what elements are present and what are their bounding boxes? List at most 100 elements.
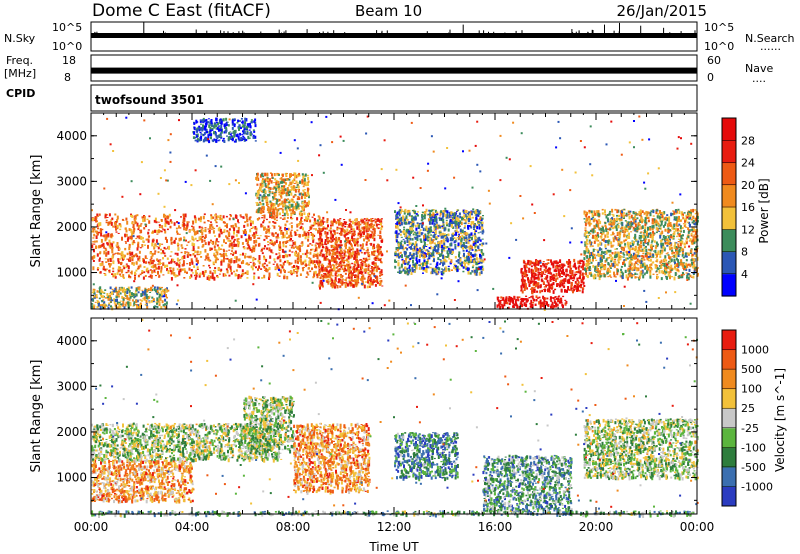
range-cell	[186, 223, 189, 227]
range-cell	[92, 298, 95, 302]
range-cell	[295, 174, 298, 179]
range-cell	[213, 252, 216, 255]
range-cell	[164, 254, 167, 257]
range-cell	[573, 264, 576, 267]
cpid-frame	[90, 84, 698, 112]
range-cell	[116, 242, 119, 245]
range-cell	[243, 224, 246, 228]
range-cell	[131, 222, 134, 224]
range-cell	[163, 306, 166, 308]
range-cell	[428, 209, 431, 212]
range-cell	[435, 221, 438, 224]
range-cell	[377, 244, 380, 248]
range-cell	[97, 215, 100, 217]
range-cell	[376, 280, 378, 283]
range-cell	[107, 297, 110, 301]
range-cell	[524, 268, 527, 273]
range-cell	[277, 236, 280, 239]
range-cell	[274, 186, 277, 188]
radar-title: Dome C East (fitACF)	[92, 1, 271, 21]
range-cell	[344, 225, 347, 228]
range-cell	[529, 263, 532, 266]
range-cell	[148, 235, 151, 237]
range-cell	[372, 219, 375, 222]
range-cell	[336, 269, 339, 272]
range-cell	[306, 174, 309, 177]
range-cell	[272, 233, 275, 237]
range-cell	[293, 230, 296, 234]
range-cell	[482, 268, 485, 271]
range-cell	[237, 263, 240, 268]
range-cell	[347, 249, 349, 253]
range-cell	[263, 194, 266, 196]
range-cell	[191, 272, 194, 274]
range-cell	[562, 263, 565, 267]
range-cell	[571, 287, 574, 289]
range-cell	[273, 203, 276, 207]
range-cell	[198, 237, 201, 241]
range-cell	[434, 209, 437, 213]
range-cell	[440, 253, 443, 257]
range-cell	[192, 248, 195, 252]
range-cell	[331, 235, 334, 238]
range-cell	[156, 293, 159, 296]
range-cell	[467, 224, 469, 229]
range-cell	[506, 302, 509, 305]
range-cell	[476, 269, 478, 273]
range-cell	[420, 248, 423, 251]
range-cell	[343, 269, 346, 271]
range-cell	[135, 261, 138, 264]
range-cell	[447, 233, 450, 236]
range-cell	[102, 291, 105, 293]
range-cell	[153, 243, 156, 248]
range-cell	[108, 269, 111, 272]
range-cell	[473, 228, 475, 230]
range-cell	[107, 306, 110, 310]
range-cell	[356, 255, 358, 259]
range-cell	[112, 260, 115, 265]
range-cell	[399, 233, 402, 236]
range-cell	[114, 298, 117, 302]
range-cell	[135, 238, 138, 240]
range-cell	[145, 302, 148, 307]
range-cell	[380, 227, 383, 231]
range-cell	[544, 297, 547, 300]
range-cell	[264, 183, 267, 187]
range-cell	[256, 183, 259, 186]
range-cell	[577, 284, 580, 286]
range-cell	[97, 300, 99, 304]
range-cell	[153, 288, 156, 291]
range-cell	[237, 274, 240, 278]
nsky-spike	[376, 30, 378, 35]
range-cell	[329, 227, 332, 230]
range-cell	[234, 273, 237, 277]
nsky-spike	[386, 30, 388, 35]
range-cell	[141, 291, 144, 295]
nsky-spike	[94, 32, 96, 35]
range-cell	[544, 288, 546, 293]
range-cell	[624, 269, 627, 273]
range-cell	[426, 235, 429, 239]
range-cell	[399, 211, 402, 214]
range-cell	[520, 285, 523, 288]
range-cell	[327, 262, 330, 265]
range-cell	[551, 274, 554, 279]
range-cell	[536, 276, 538, 280]
range-cell	[111, 299, 114, 302]
range-cell	[381, 285, 384, 287]
range-cell	[129, 272, 132, 274]
range-cell	[103, 273, 106, 274]
range-cell	[407, 263, 409, 266]
range-cell	[277, 173, 280, 175]
range-cell	[280, 191, 283, 195]
range-cell	[258, 265, 261, 269]
range-cell	[204, 228, 207, 233]
range-cell	[444, 256, 447, 258]
range-cell	[294, 172, 297, 177]
range-cell	[348, 273, 351, 275]
range-cell	[297, 190, 300, 193]
range-cell	[276, 198, 279, 203]
range-cell	[537, 273, 540, 277]
range-cell	[372, 225, 374, 228]
range-cell	[120, 286, 123, 289]
